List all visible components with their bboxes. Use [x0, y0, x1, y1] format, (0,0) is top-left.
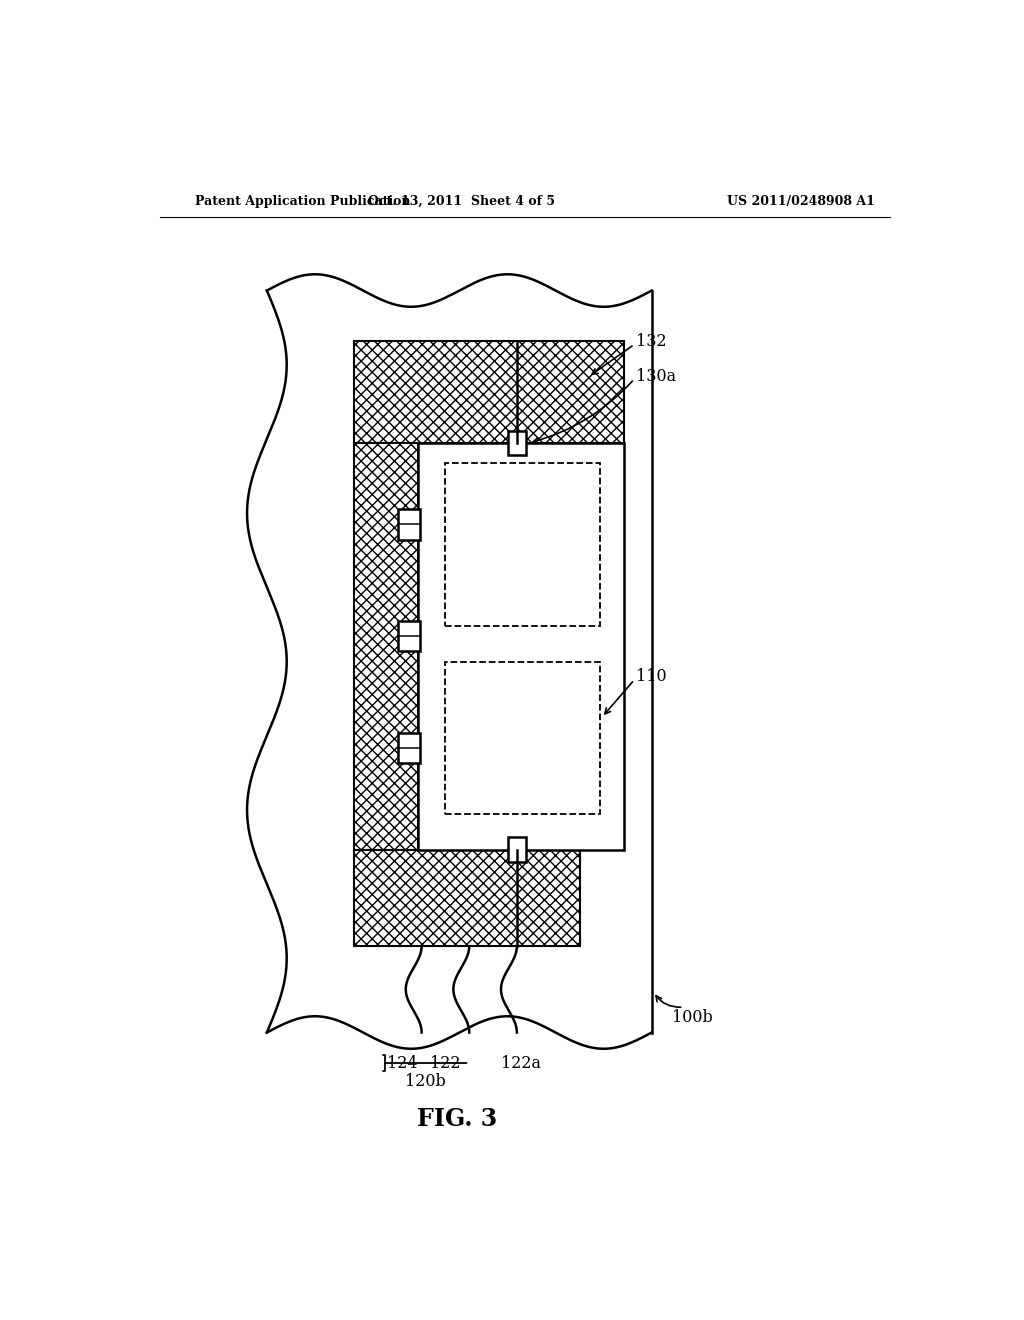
Text: 100b: 100b [672, 1008, 713, 1026]
Text: 122a: 122a [501, 1055, 541, 1072]
Bar [445, 661, 600, 814]
Bar [354, 444, 418, 850]
Bar [397, 620, 420, 651]
Text: 124: 124 [386, 1055, 417, 1072]
Text: 110: 110 [636, 668, 667, 685]
Bar [354, 850, 581, 946]
Bar [397, 510, 420, 540]
Bar [354, 342, 624, 444]
Bar [397, 733, 420, 763]
Text: 130a: 130a [636, 368, 676, 385]
Bar [445, 463, 600, 626]
Bar [508, 430, 525, 455]
Text: Oct. 13, 2011  Sheet 4 of 5: Oct. 13, 2011 Sheet 4 of 5 [368, 194, 555, 207]
Text: 120b: 120b [406, 1073, 446, 1090]
Bar [508, 837, 525, 862]
Text: Patent Application Publication: Patent Application Publication [196, 194, 411, 207]
Text: US 2011/0248908 A1: US 2011/0248908 A1 [727, 194, 876, 207]
Text: FIG. 3: FIG. 3 [418, 1107, 498, 1131]
Text: 132: 132 [636, 333, 667, 350]
Text: 122: 122 [430, 1055, 461, 1072]
Bar [418, 444, 624, 850]
